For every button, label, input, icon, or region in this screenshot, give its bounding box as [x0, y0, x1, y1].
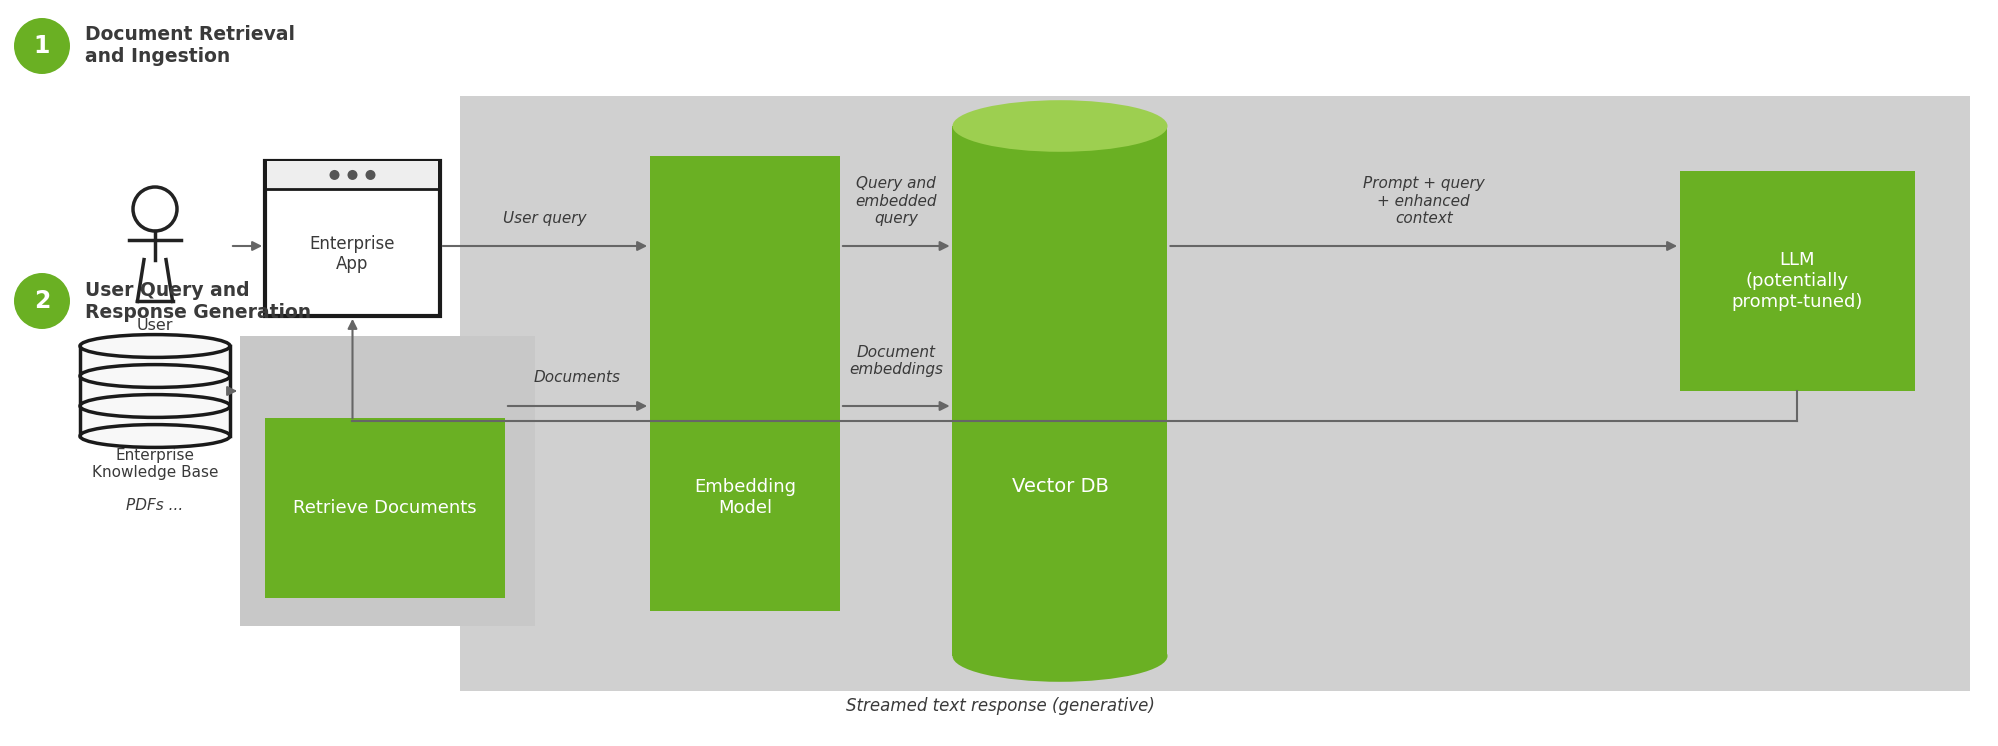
Circle shape	[14, 18, 70, 74]
Circle shape	[330, 170, 340, 180]
Text: Streamed text response (generative): Streamed text response (generative)	[845, 697, 1155, 715]
Text: Document
embeddings: Document embeddings	[849, 345, 943, 377]
Text: Prompt + query
+ enhanced
context: Prompt + query + enhanced context	[1363, 176, 1485, 226]
Text: Vector DB: Vector DB	[1011, 477, 1107, 496]
Circle shape	[366, 170, 376, 180]
Text: Document Retrieval
and Ingestion: Document Retrieval and Ingestion	[86, 25, 296, 66]
Text: Query and
embedded
query: Query and embedded query	[855, 176, 937, 226]
Ellipse shape	[80, 395, 230, 418]
Text: User: User	[136, 319, 174, 333]
Circle shape	[14, 273, 70, 329]
Text: Enterprise
App: Enterprise App	[310, 234, 396, 273]
Bar	[266, 161, 440, 316]
Text: PDFs ...: PDFs ...	[126, 498, 184, 513]
Text: User query: User query	[503, 210, 587, 225]
Bar	[649, 156, 839, 611]
Text: Embedding
Model: Embedding Model	[693, 478, 795, 517]
Text: 2: 2	[34, 289, 50, 313]
Bar	[240, 336, 535, 626]
Ellipse shape	[80, 335, 230, 357]
Ellipse shape	[951, 100, 1167, 151]
Text: 1: 1	[34, 34, 50, 58]
Text: Retrieve Documents: Retrieve Documents	[294, 499, 478, 517]
Text: Enterprise
Knowledge Base: Enterprise Knowledge Base	[92, 448, 218, 480]
Ellipse shape	[951, 630, 1167, 682]
Text: User Query and
Response Generation: User Query and Response Generation	[86, 280, 312, 322]
Bar	[460, 96, 1968, 691]
Text: Documents: Documents	[533, 371, 621, 386]
Ellipse shape	[80, 365, 230, 387]
Bar	[80, 346, 230, 436]
Ellipse shape	[80, 424, 230, 448]
Bar	[268, 161, 438, 189]
Circle shape	[348, 170, 358, 180]
Text: LLM
(potentially
prompt-tuned): LLM (potentially prompt-tuned)	[1730, 251, 1862, 311]
Bar	[951, 126, 1167, 656]
Bar	[266, 418, 505, 598]
Bar	[1678, 171, 1914, 391]
